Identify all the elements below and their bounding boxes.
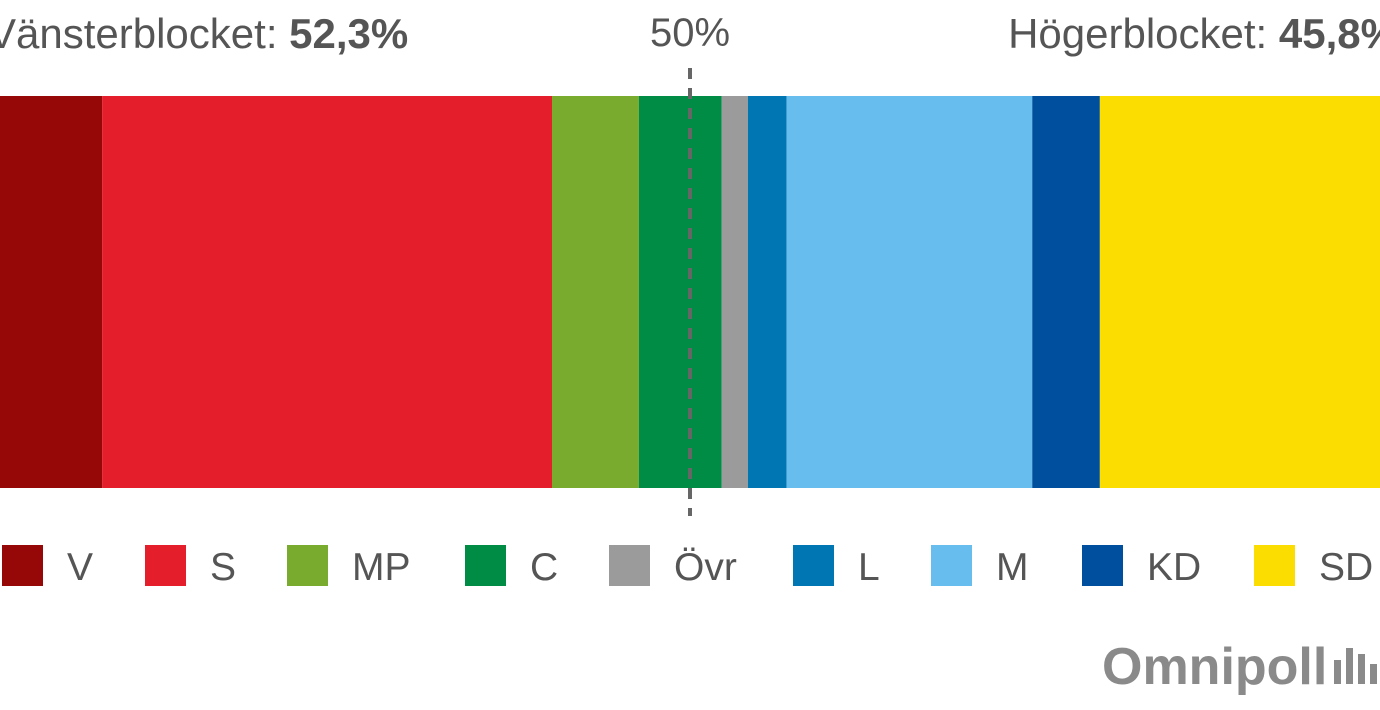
legend-swatch (2, 545, 43, 586)
legend-swatch (793, 545, 834, 586)
legend-swatch (609, 545, 650, 586)
right-bloc-title: Högerblocket: 45,8% (1008, 10, 1380, 57)
legend-label: M (996, 546, 1029, 589)
logo-bar (1358, 654, 1365, 684)
source-logo: Omnipoll (1102, 638, 1327, 696)
bar-segment (552, 96, 639, 488)
right-bloc-label: Högerblocket: (1008, 10, 1267, 57)
logo-bar (1334, 660, 1341, 684)
right-bloc-value: 45,8% (1279, 10, 1380, 57)
left-bloc-title: Vänsterblocket: 52,3% (0, 10, 408, 57)
bar-segment (0, 96, 103, 488)
logo-bar (1370, 664, 1377, 684)
reference-label: 50% (650, 11, 730, 55)
bar-segment (786, 96, 1033, 488)
legend-label: Övr (674, 546, 737, 589)
legend-swatch (1254, 545, 1295, 586)
bar-segment (1032, 96, 1100, 488)
bar-segment (721, 96, 748, 488)
logo-bar (1346, 648, 1353, 684)
bar-segment (1099, 96, 1380, 488)
legend-swatch (287, 545, 328, 586)
legend-label: SD (1319, 546, 1373, 589)
legend-swatch (465, 545, 506, 586)
legend-label: KD (1147, 546, 1201, 589)
logo: Omnipoll (1102, 638, 1377, 696)
bar-segment (102, 96, 553, 488)
legend-label: S (210, 546, 236, 589)
left-bloc-value: 52,3% (289, 10, 408, 57)
bar-segment (638, 96, 722, 488)
bar-group (0, 96, 1380, 488)
legend-swatch (145, 545, 186, 586)
bar-segment (747, 96, 787, 488)
legend: V S MP C Övr L M KD SD (2, 545, 1373, 589)
legend-swatch (931, 545, 972, 586)
legend-label: MP (352, 546, 411, 589)
legend-label: C (530, 546, 558, 589)
legend-label: L (858, 546, 880, 589)
legend-label: V (67, 546, 93, 589)
left-bloc-label: Vänsterblocket: (0, 10, 278, 57)
legend-swatch (1082, 545, 1123, 586)
